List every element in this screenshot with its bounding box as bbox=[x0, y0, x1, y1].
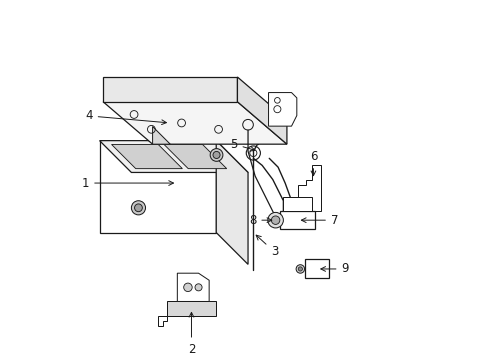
Polygon shape bbox=[283, 197, 311, 211]
Polygon shape bbox=[111, 144, 182, 168]
Circle shape bbox=[183, 283, 192, 292]
Text: 4: 4 bbox=[85, 109, 166, 125]
Polygon shape bbox=[163, 144, 226, 168]
Polygon shape bbox=[177, 273, 209, 301]
Circle shape bbox=[195, 284, 202, 291]
Polygon shape bbox=[237, 77, 286, 144]
Polygon shape bbox=[158, 316, 166, 326]
Circle shape bbox=[213, 152, 220, 158]
Polygon shape bbox=[100, 141, 216, 233]
Text: 5: 5 bbox=[230, 138, 254, 151]
Text: 9: 9 bbox=[320, 262, 348, 275]
Text: 8: 8 bbox=[248, 214, 271, 227]
Polygon shape bbox=[103, 77, 237, 102]
Text: 7: 7 bbox=[301, 214, 338, 227]
Circle shape bbox=[131, 201, 145, 215]
Circle shape bbox=[298, 267, 302, 271]
Circle shape bbox=[267, 212, 283, 228]
Polygon shape bbox=[268, 93, 296, 126]
Polygon shape bbox=[216, 141, 247, 264]
Polygon shape bbox=[152, 126, 170, 144]
Polygon shape bbox=[297, 165, 320, 211]
Polygon shape bbox=[304, 259, 328, 279]
Circle shape bbox=[271, 216, 279, 224]
Text: 6: 6 bbox=[309, 150, 317, 176]
Circle shape bbox=[210, 149, 223, 161]
Polygon shape bbox=[100, 141, 247, 172]
Text: 3: 3 bbox=[256, 235, 278, 258]
Polygon shape bbox=[103, 102, 286, 144]
Circle shape bbox=[296, 265, 304, 273]
Text: 2: 2 bbox=[187, 312, 195, 356]
Text: 1: 1 bbox=[81, 176, 173, 190]
Circle shape bbox=[134, 204, 142, 212]
Polygon shape bbox=[166, 301, 216, 316]
Polygon shape bbox=[279, 211, 315, 229]
